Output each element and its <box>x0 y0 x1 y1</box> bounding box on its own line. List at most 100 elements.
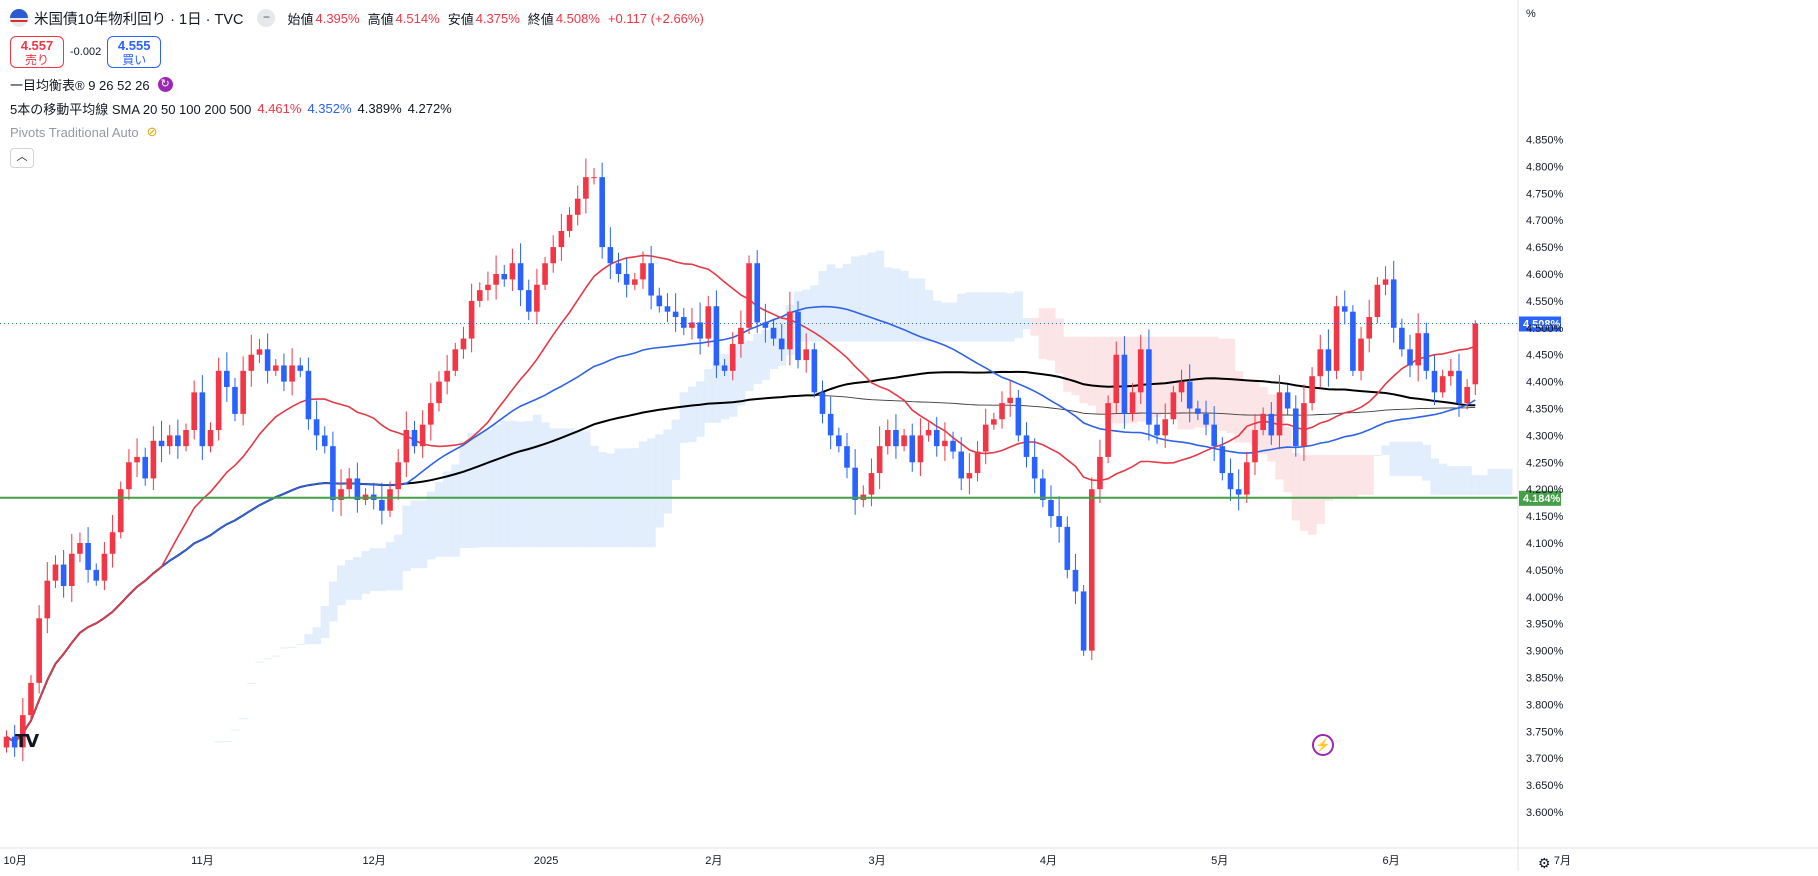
time-tick: 3月 <box>868 855 885 867</box>
candle-body <box>925 430 932 436</box>
buy-price: 4.555 <box>117 38 151 53</box>
kumo-segment <box>1104 336 1113 420</box>
kumo-segment <box>394 534 403 591</box>
kumo-segment <box>1169 336 1178 418</box>
candle <box>224 352 230 402</box>
buy-label: 買い <box>122 53 147 67</box>
kumo-segment <box>989 292 999 342</box>
refresh-icon[interactable]: ↻ <box>157 76 173 92</box>
candle <box>705 295 712 347</box>
candle-body <box>52 564 59 581</box>
candle-body <box>623 274 630 285</box>
percent-scale-button[interactable]: % <box>1526 8 1536 20</box>
candle <box>1431 354 1438 406</box>
price-tick: 3.600% <box>1526 807 1564 819</box>
kumo-segment <box>500 420 509 548</box>
candle <box>517 243 524 307</box>
candle <box>305 357 312 430</box>
kumo-segment <box>965 292 974 342</box>
candle <box>1309 367 1315 411</box>
candle <box>1146 329 1152 441</box>
candle <box>77 532 83 563</box>
symbol-title[interactable]: 米国債10年物利回り · 1日 · TVC <box>34 11 244 28</box>
kumo-segment <box>467 432 477 549</box>
bolt-icon[interactable]: ⚡ <box>1312 734 1334 756</box>
kumo-segment <box>516 421 526 548</box>
buy-button[interactable]: 4.555 買い <box>107 36 162 68</box>
candle-body <box>632 279 638 285</box>
candle <box>1260 407 1266 436</box>
high-value: 4.514% <box>395 10 440 26</box>
candle-body <box>1358 338 1364 371</box>
candles[interactable] <box>3 158 1479 762</box>
kumo-segment <box>883 267 893 342</box>
candle <box>680 307 687 336</box>
sell-button[interactable]: 4.557 売り <box>10 36 64 68</box>
candle-body <box>175 435 181 447</box>
candle-body <box>60 564 67 587</box>
candle <box>3 730 10 753</box>
candle <box>1072 554 1079 605</box>
candle-body <box>395 462 401 490</box>
candle-body <box>640 263 646 280</box>
candle <box>93 563 100 586</box>
candle <box>1211 406 1217 462</box>
kumo-segment <box>451 464 460 557</box>
candle-body <box>305 370 312 420</box>
ichimoku-row[interactable]: 一目均衡表® 9 26 52 26 ↻ <box>10 72 704 96</box>
candle-body <box>1456 370 1462 404</box>
pivots-row[interactable]: Pivots Traditional Auto ⊘ <box>10 120 704 144</box>
kumo-segment <box>483 430 493 548</box>
candle-body <box>264 349 271 371</box>
candle-body <box>1309 376 1315 404</box>
collapse-legend-button[interactable]: ︿ <box>10 148 34 168</box>
candle-body <box>893 430 899 447</box>
candle <box>583 158 589 214</box>
hide-legend-icon[interactable]: − <box>257 9 276 27</box>
candle <box>795 301 801 369</box>
close-label: 終値 <box>527 11 554 27</box>
candle <box>403 411 410 478</box>
candle <box>1015 389 1022 442</box>
kumo-segment <box>712 361 721 423</box>
tradingview-logo[interactable]: TV <box>15 731 39 752</box>
candle <box>1097 439 1103 503</box>
kumo-segment <box>671 419 681 480</box>
candle-body <box>354 478 361 500</box>
candle <box>411 420 418 454</box>
sma-row[interactable]: 5本の移動平均線 SMA 20 50 100 200 500 4.461% 4.… <box>10 96 704 120</box>
eye-off-icon[interactable]: ⊘ <box>146 124 158 139</box>
candle <box>632 272 638 290</box>
kumo-segment <box>410 500 420 569</box>
kumo-segment <box>826 264 836 342</box>
candle <box>379 482 385 525</box>
kumo-segment <box>532 414 542 548</box>
kumo-segment <box>761 329 770 380</box>
candle-body <box>1244 462 1250 495</box>
candle <box>395 449 401 500</box>
candle <box>501 264 508 287</box>
candle <box>199 375 206 460</box>
candle-body <box>428 403 434 425</box>
candle <box>689 307 695 340</box>
kumo-segment <box>288 646 297 648</box>
support-label: 4.184% <box>1523 493 1561 505</box>
candle <box>925 422 932 442</box>
candle-body <box>542 263 548 285</box>
kumo-segment <box>1389 441 1399 476</box>
kumo-segment <box>1046 308 1056 361</box>
candle <box>476 282 483 308</box>
candle-body <box>517 263 524 291</box>
candle <box>207 422 214 453</box>
candle-body <box>583 177 589 199</box>
candle-body <box>615 263 622 274</box>
candle-body <box>1088 489 1095 651</box>
candle <box>787 291 793 366</box>
candle <box>729 332 736 381</box>
settings-icon[interactable]: ⚙ <box>1538 855 1551 871</box>
candle-body <box>1374 284 1381 318</box>
kumo-segment <box>1332 455 1342 499</box>
kumo-segment <box>565 428 575 548</box>
